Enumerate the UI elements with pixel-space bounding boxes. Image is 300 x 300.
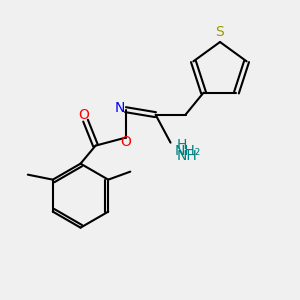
Text: NH: NH bbox=[176, 149, 197, 163]
Text: H: H bbox=[176, 138, 187, 152]
Text: O: O bbox=[78, 108, 89, 122]
Text: O: O bbox=[120, 135, 131, 149]
Text: S: S bbox=[216, 25, 224, 39]
Text: N: N bbox=[114, 101, 125, 115]
Text: NH₂: NH₂ bbox=[175, 144, 201, 158]
